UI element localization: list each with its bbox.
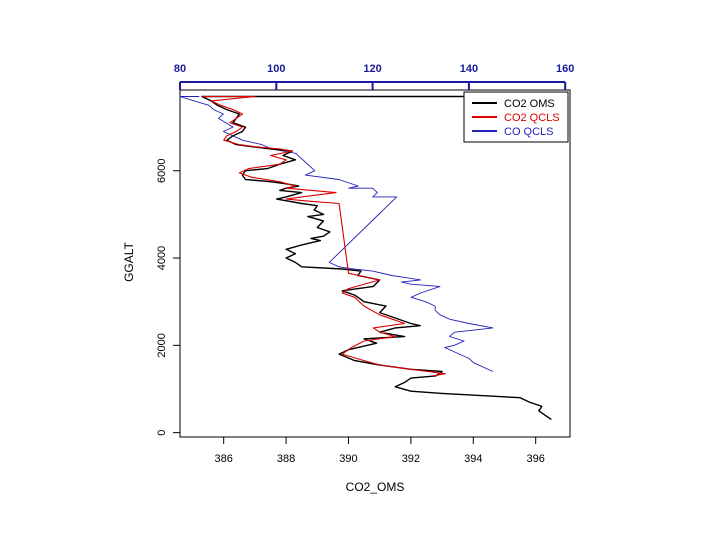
x-tick-label: 392 — [402, 453, 420, 465]
series-line-co-qcls — [179, 96, 494, 372]
top-tick-label: 80 — [174, 63, 186, 75]
x-axis-bottom: 386 388 390 392 394 396 — [215, 437, 545, 465]
y-tick-label: 2000 — [156, 333, 168, 357]
legend-label-co2-qcls: CO2 QCLS — [504, 112, 560, 124]
legend-label-co2-oms: CO2 OMS — [504, 98, 555, 110]
y-axis-title: GGALT — [122, 241, 136, 281]
x-axis-top: 80 100 120 140 160 — [174, 63, 574, 90]
legend: CO2 OMS CO2 QCLS CO QCLS — [463, 91, 569, 143]
x-tick-label: 396 — [527, 453, 545, 465]
series-layer — [179, 95, 552, 421]
y-tick-label: 4000 — [156, 246, 168, 270]
plot-frame — [179, 89, 571, 438]
x-tick-label: 394 — [464, 453, 482, 465]
top-tick-label: 140 — [460, 63, 478, 75]
x-tick-label: 386 — [215, 453, 233, 465]
legend-label-co-qcls: CO QCLS — [504, 126, 554, 138]
x-tick-label: 390 — [339, 453, 357, 465]
y-axis-left: 0 2000 4000 6000 — [156, 159, 180, 436]
series-line-co2-qcls — [201, 95, 446, 377]
top-tick-label: 100 — [267, 63, 285, 75]
x-tick-label: 388 — [277, 453, 295, 465]
y-tick-label: 0 — [156, 430, 168, 436]
series-line-co2-oms — [201, 95, 552, 421]
x-axis-title: CO2_OMS — [346, 480, 405, 494]
top-tick-label: 120 — [363, 63, 381, 75]
y-tick-label: 6000 — [156, 159, 168, 183]
top-tick-label: 160 — [556, 63, 574, 75]
